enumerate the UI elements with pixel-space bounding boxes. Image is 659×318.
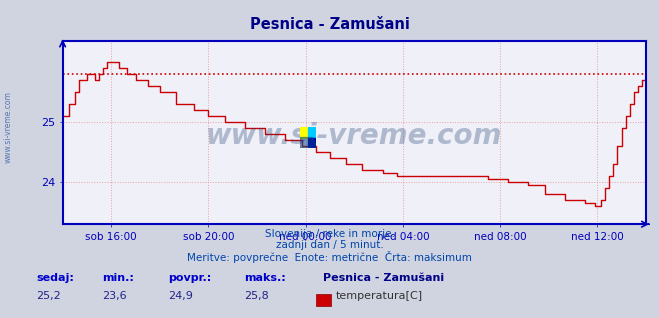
Text: Slovenija / reke in morje.: Slovenija / reke in morje. [264, 229, 395, 239]
Polygon shape [300, 137, 316, 148]
Polygon shape [308, 137, 316, 148]
Text: sedaj:: sedaj: [36, 273, 74, 283]
Text: 25,2: 25,2 [36, 291, 61, 301]
Text: www.si-vreme.com: www.si-vreme.com [206, 122, 502, 150]
Text: www.si-vreme.com: www.si-vreme.com [4, 91, 13, 163]
Text: povpr.:: povpr.: [168, 273, 212, 283]
Text: maks.:: maks.: [244, 273, 285, 283]
Text: Meritve: povprečne  Enote: metrične  Črta: maksimum: Meritve: povprečne Enote: metrične Črta:… [187, 251, 472, 263]
Text: min.:: min.: [102, 273, 134, 283]
Polygon shape [300, 127, 308, 137]
Text: temperatura[C]: temperatura[C] [336, 291, 423, 301]
Text: zadnji dan / 5 minut.: zadnji dan / 5 minut. [275, 240, 384, 250]
Polygon shape [308, 127, 316, 137]
Text: Pesnica - Zamušani: Pesnica - Zamušani [250, 17, 409, 32]
Text: 25,8: 25,8 [244, 291, 269, 301]
Text: Pesnica - Zamušani: Pesnica - Zamušani [323, 273, 444, 283]
Text: 24,9: 24,9 [168, 291, 193, 301]
Text: 23,6: 23,6 [102, 291, 127, 301]
